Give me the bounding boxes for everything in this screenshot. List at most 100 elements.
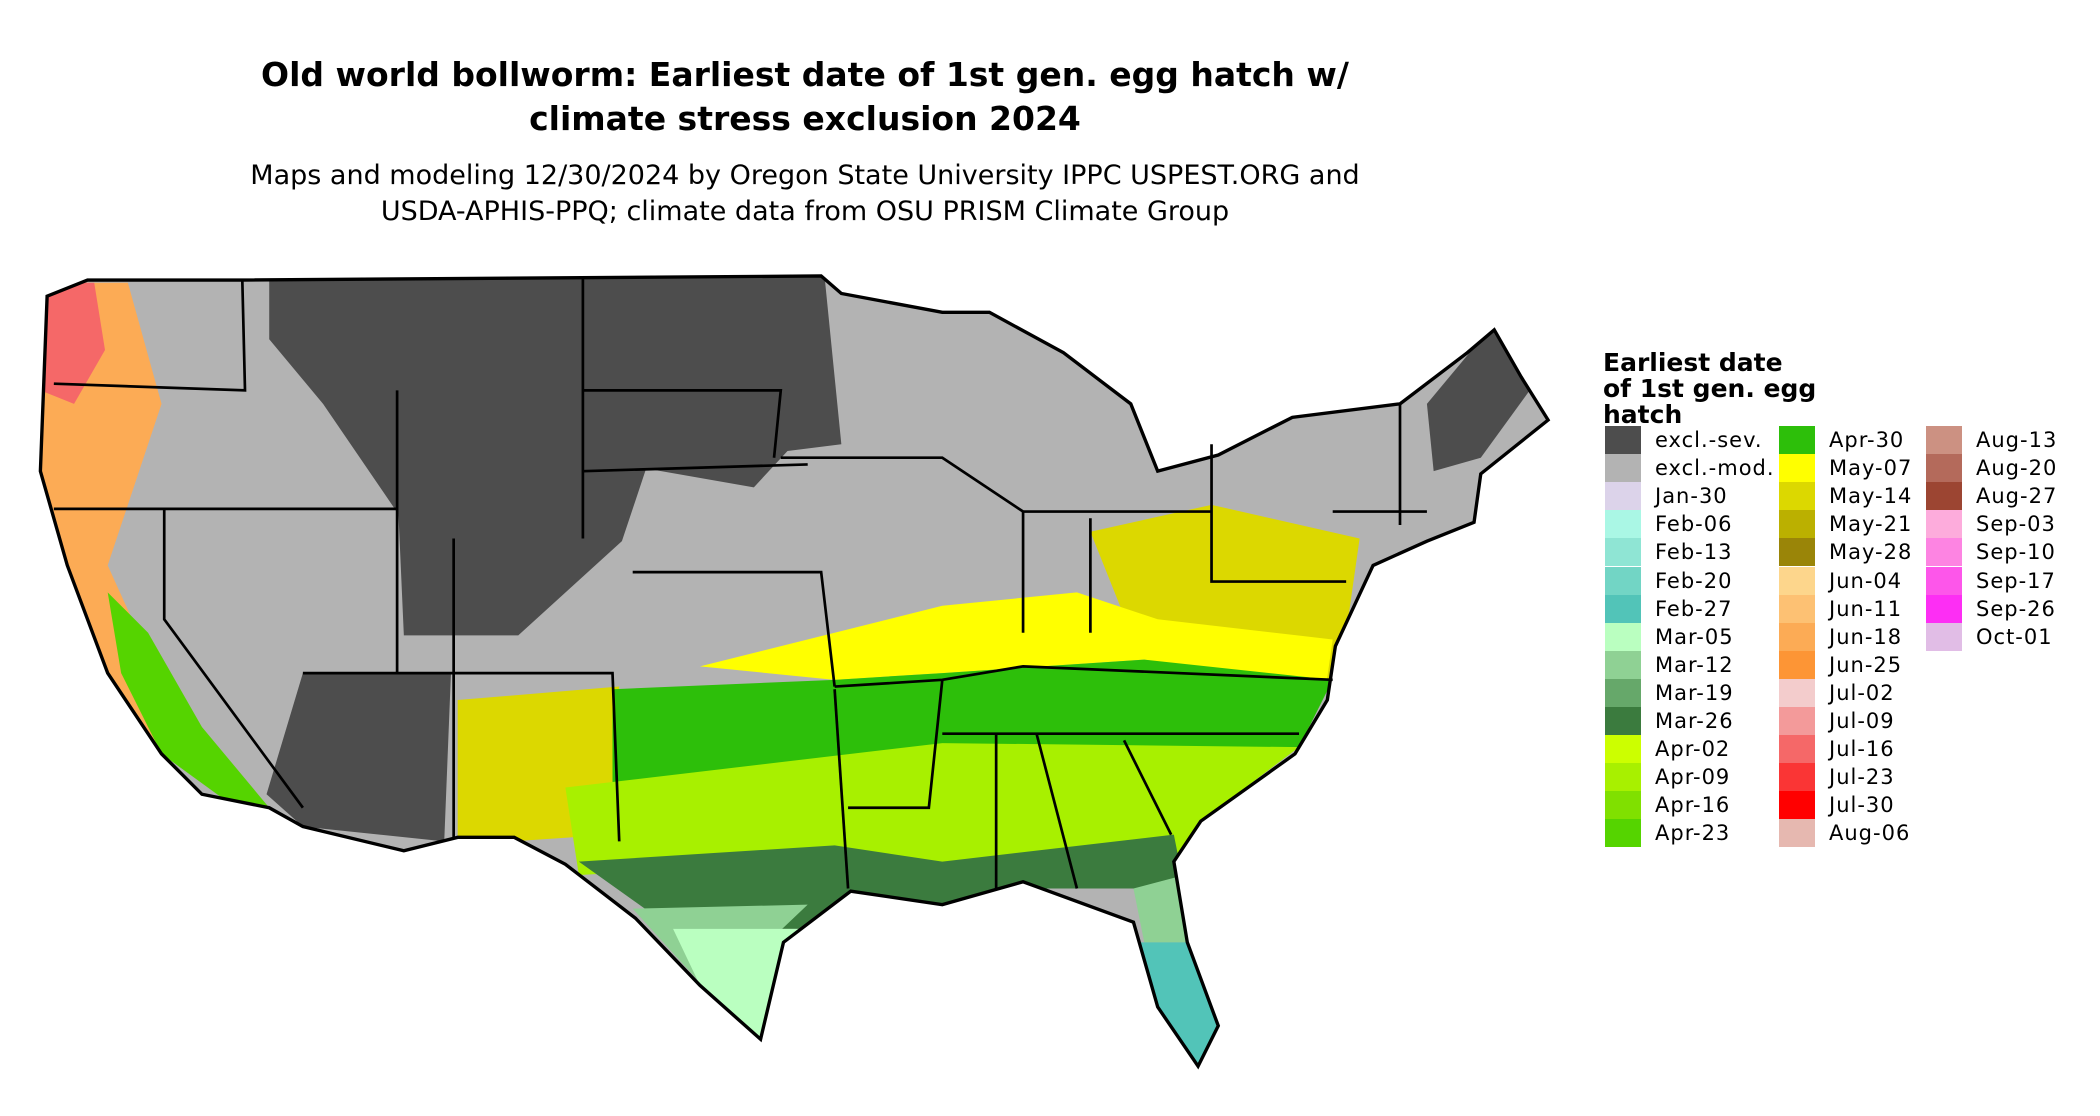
- legend-title-line: of 1st gen. egg: [1603, 374, 1817, 403]
- california-green: [107, 592, 270, 808]
- legend-item: May-14: [1779, 482, 1913, 511]
- legend-item: excl.-mod.: [1605, 454, 1775, 483]
- legend-label: Sep-10: [1976, 540, 2056, 565]
- legend-item: Aug-13: [1926, 426, 2057, 454]
- excl-sev-north-region: [269, 275, 842, 636]
- legend-swatch: [1779, 510, 1815, 539]
- legend-swatch: [1926, 510, 1962, 539]
- legend-item: Jun-25: [1779, 650, 1903, 679]
- legend-item: May-28: [1779, 538, 1913, 567]
- legend-item: Jun-11: [1779, 594, 1903, 623]
- legend-swatch: [1605, 707, 1641, 735]
- legend-label: Aug-13: [1976, 428, 2058, 452]
- legend-item: Apr-09: [1605, 763, 1730, 792]
- legend-label: Sep-26: [1976, 596, 2056, 621]
- legend-label: excl.-sev.: [1655, 428, 1763, 452]
- legend-item: May-21: [1779, 510, 1913, 539]
- legend-swatch: [1779, 482, 1815, 511]
- legend-label: Aug-20: [1976, 456, 2058, 481]
- excl-sev-sw-region: [266, 673, 451, 842]
- legend-label: Aug-27: [1976, 484, 2058, 509]
- legend-item: Sep-17: [1926, 566, 2056, 595]
- legend-item: Feb-13: [1605, 538, 1733, 567]
- legend-swatch: [1605, 791, 1641, 820]
- legend-label: Feb-27: [1655, 596, 1733, 621]
- legend-swatch: [1926, 426, 1962, 454]
- legend-label: Mar-19: [1655, 680, 1734, 705]
- legend-item: Feb-27: [1605, 594, 1733, 623]
- legend-item: Mar-26: [1605, 707, 1734, 735]
- legend-item: Aug-20: [1926, 454, 2058, 483]
- legend-label: Jul-16: [1829, 737, 1895, 762]
- legend-swatch: [1605, 594, 1641, 623]
- legend-label: Mar-05: [1655, 624, 1734, 649]
- legend-swatch: [1605, 454, 1641, 483]
- legend-swatch: [1605, 678, 1641, 707]
- legend-item: Mar-05: [1605, 622, 1734, 651]
- legend-swatch: [1926, 482, 1962, 511]
- legend-swatch: [1779, 594, 1815, 623]
- map-title-line2: climate stress exclusion 2024: [529, 99, 1081, 138]
- legend-swatch: [1779, 735, 1815, 764]
- legend-swatch: [1779, 538, 1815, 567]
- legend-swatch: [1779, 622, 1815, 651]
- legend-label: Feb-13: [1655, 540, 1733, 565]
- legend-swatch: [1779, 454, 1815, 483]
- legend-item: excl.-sev.: [1605, 426, 1763, 454]
- legend-swatch: [1605, 566, 1641, 595]
- legend-swatch: [1779, 791, 1815, 820]
- legend-swatch: [1779, 678, 1815, 707]
- legend-label: Sep-17: [1976, 568, 2056, 593]
- legend-label: Jun-25: [1829, 652, 1903, 677]
- legend-label: Jan-30: [1655, 484, 1728, 509]
- legend-swatch: [1605, 650, 1641, 679]
- legend-item: Mar-12: [1605, 650, 1734, 679]
- texas-tip-teal: [673, 928, 808, 1040]
- legend-swatch: [1926, 622, 1962, 651]
- legend-label: May-14: [1829, 484, 1913, 509]
- legend-label: Jul-23: [1829, 765, 1895, 790]
- map-title-line1: Old world bollworm: Earliest date of 1st…: [261, 55, 1349, 94]
- legend-title-line: hatch: [1603, 400, 1683, 429]
- legend-item: Sep-03: [1926, 510, 2056, 539]
- legend-label: May-21: [1829, 512, 1913, 537]
- legend-item: Feb-06: [1605, 510, 1733, 539]
- legend-item: Sep-26: [1926, 594, 2056, 623]
- legend-label: Apr-02: [1655, 737, 1731, 762]
- legend-swatch: [1605, 482, 1641, 511]
- legend-label: Jul-02: [1829, 680, 1895, 705]
- legend-label: Jun-11: [1829, 596, 1903, 621]
- legend-item: Aug-27: [1926, 482, 2058, 511]
- legend-swatch: [1779, 819, 1815, 848]
- legend-label: Apr-23: [1655, 821, 1731, 846]
- legend-label: May-28: [1829, 540, 1913, 565]
- legend-label: excl.-mod.: [1655, 456, 1775, 481]
- legend-label: May-07: [1829, 456, 1913, 481]
- us-border: [38, 274, 1551, 1070]
- legend-swatch: [1779, 650, 1815, 679]
- legend-swatch: [1926, 538, 1962, 567]
- legend-item: Sep-10: [1926, 538, 2056, 567]
- legend-label: Jun-04: [1829, 568, 1903, 593]
- legend-label: Sep-03: [1976, 512, 2056, 537]
- legend-label: Jun-18: [1829, 624, 1903, 649]
- legend-item: Apr-30: [1779, 426, 1904, 454]
- legend-swatch: [1779, 707, 1815, 735]
- map-subtitle-line1: Maps and modeling 12/30/2024 by Oregon S…: [250, 160, 1360, 191]
- legend-item: Feb-20: [1605, 566, 1732, 595]
- legend-title: Earliest date of 1st gen. egg hatch: [1603, 350, 1903, 428]
- legend-label: Mar-26: [1655, 709, 1734, 733]
- excl-sev-ne-region: [1426, 323, 1535, 472]
- legend-item: Apr-23: [1605, 819, 1731, 848]
- legend-swatch: [1926, 594, 1962, 623]
- legend-swatch: [1605, 819, 1641, 848]
- legend-item: Jul-02: [1779, 678, 1895, 707]
- legend-title-line: Earliest date: [1603, 348, 1783, 377]
- legend-item: Mar-19: [1605, 678, 1734, 707]
- legend-item: Jan-30: [1605, 482, 1728, 511]
- legend-swatch: [1779, 763, 1815, 792]
- legend-item: Jul-16: [1779, 735, 1895, 764]
- legend-swatch: [1605, 735, 1641, 764]
- legend-label: Feb-06: [1655, 512, 1733, 537]
